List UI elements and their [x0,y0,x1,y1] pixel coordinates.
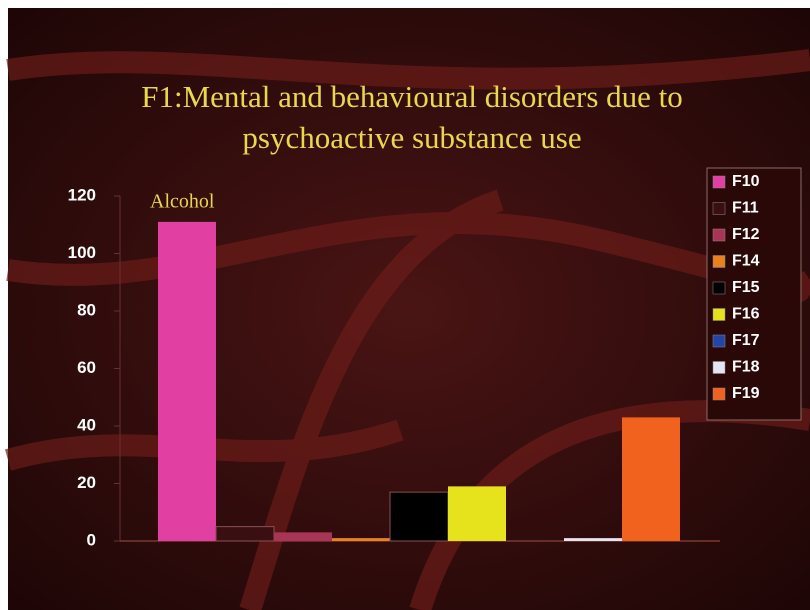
bar [389,491,449,542]
legend-label: F14 [732,253,760,270]
annotation: Alcohol [150,191,215,213]
chart-title: F1:Mental and behavioural disorders due … [141,79,683,114]
y-tick-label: 0 [87,530,96,549]
legend-label: F19 [732,385,760,402]
legend-swatch [712,175,726,189]
y-tick-label: 60 [77,358,96,377]
legend-label: F12 [732,226,760,243]
legend-swatch [712,255,726,268]
bar [274,532,332,541]
y-tick-label: 20 [77,473,96,492]
y-tick-label: 120 [68,185,96,204]
legend-label: F10 [732,173,760,190]
legend-swatch [712,228,726,242]
legend-swatch [712,361,726,374]
legend-label: F11 [732,200,759,217]
bar [158,221,216,541]
y-tick-label: 100 [68,243,96,262]
legend-swatch [712,334,726,348]
legend-swatch [712,387,726,401]
bar [215,526,275,542]
legend-label: F17 [732,332,760,349]
bar [564,538,622,541]
legend-label: F18 [732,359,760,376]
legend-label: F16 [732,306,760,323]
y-tick-label: 80 [77,300,96,319]
legend-swatch [712,281,726,295]
bar [622,417,680,541]
bar [332,538,390,541]
legend-label: F15 [732,279,760,296]
legend-swatch [712,308,726,321]
y-tick-label: 40 [77,415,96,434]
bar [448,486,506,541]
chart-title: psychoactive substance use [242,120,581,155]
legend-swatch [712,202,726,215]
